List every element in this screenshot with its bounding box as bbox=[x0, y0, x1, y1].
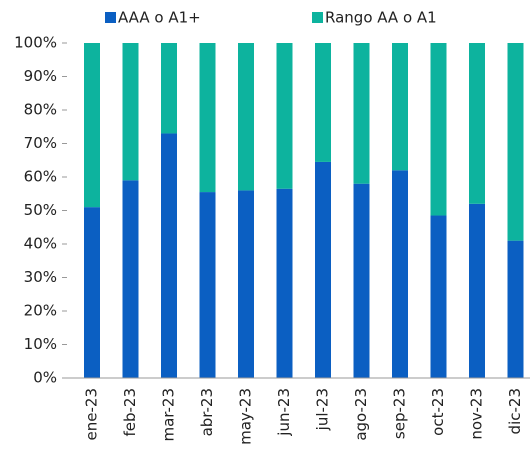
x-tick-label: dic-23 bbox=[506, 388, 524, 434]
x-tick-label: mar-23 bbox=[160, 388, 178, 442]
y-tick-label: 0% bbox=[33, 369, 57, 387]
bar-segment bbox=[430, 215, 447, 378]
bar-segment bbox=[161, 133, 177, 378]
bar-segment bbox=[469, 203, 485, 378]
x-tick-label: oct-23 bbox=[429, 388, 447, 436]
x-tick-label: jun-23 bbox=[275, 388, 293, 437]
legend-label: AAA o A1+ bbox=[118, 9, 201, 27]
x-tick-label: abr-23 bbox=[198, 388, 216, 436]
legend-swatch bbox=[312, 12, 323, 23]
bar-segment bbox=[276, 188, 293, 378]
x-tick-label: feb-23 bbox=[121, 388, 139, 437]
bar-segment bbox=[392, 170, 408, 378]
bar-segment bbox=[276, 43, 293, 189]
y-tick-label: 10% bbox=[24, 335, 57, 353]
x-tick-label: nov-23 bbox=[468, 388, 486, 440]
bar-segment bbox=[353, 43, 370, 184]
y-tick-label: 20% bbox=[24, 302, 57, 320]
y-tick-label: 30% bbox=[24, 268, 57, 286]
x-tick-label: may-23 bbox=[237, 388, 255, 445]
bar-segment bbox=[238, 43, 254, 191]
bar-segment bbox=[122, 180, 139, 378]
bar-segment bbox=[84, 43, 100, 208]
bar-segment bbox=[84, 207, 100, 378]
bar-segment bbox=[238, 190, 254, 378]
bar-segment bbox=[315, 161, 331, 378]
y-tick-label: 80% bbox=[24, 101, 57, 119]
y-tick-label: 40% bbox=[24, 235, 57, 253]
x-tick-label: ago-23 bbox=[352, 388, 370, 441]
bar-segment bbox=[122, 43, 139, 181]
bar-segment bbox=[507, 43, 524, 241]
bar-segment bbox=[507, 240, 524, 378]
x-tick-label: ene-23 bbox=[83, 388, 101, 440]
bar-segment bbox=[161, 43, 177, 134]
bar-segment bbox=[392, 43, 408, 171]
x-tick-label: jul-23 bbox=[314, 388, 332, 431]
x-tick-label: sep-23 bbox=[391, 388, 409, 439]
bar-segment bbox=[315, 43, 331, 162]
y-tick-label: 60% bbox=[24, 168, 57, 186]
bar-segment bbox=[353, 183, 370, 378]
bar-segment bbox=[199, 192, 216, 378]
legend-label: Rango AA o A1 bbox=[325, 9, 437, 27]
y-tick-label: 50% bbox=[24, 201, 57, 219]
y-tick-label: 100% bbox=[14, 34, 57, 52]
bar-segment bbox=[199, 43, 216, 193]
bar-segment bbox=[430, 43, 447, 216]
bar-segment bbox=[469, 43, 485, 204]
y-tick-label: 70% bbox=[24, 134, 57, 152]
legend-swatch bbox=[105, 12, 116, 23]
y-tick-label: 90% bbox=[24, 67, 57, 85]
